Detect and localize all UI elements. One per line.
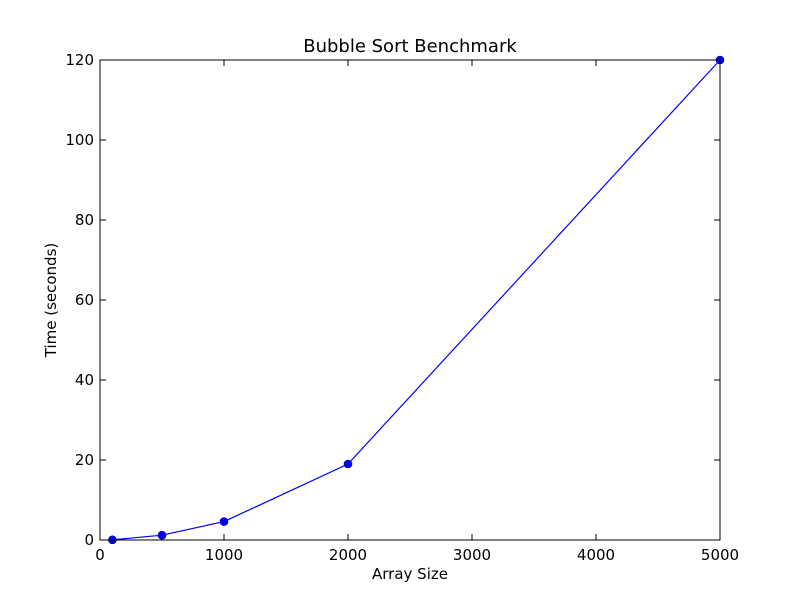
y-tick-label: 80 [75,211,94,229]
data-point [343,459,353,469]
plot-frame [99,59,721,541]
data-point [157,530,167,540]
chart-title: Bubble Sort Benchmark [303,36,517,57]
y-tick-label: 40 [75,371,94,389]
y-axis-label: Time (seconds) [42,243,60,359]
x-axis-label: Array Size [372,565,448,583]
x-tick-label: 5000 [701,546,739,564]
y-tick-label: 60 [75,291,94,309]
x-tick-label: 4000 [577,546,615,564]
y-tick-label: 0 [84,531,94,549]
series-line [112,59,721,541]
ticks: 0 1000 2000 3000 4000 5000 0 20 40 60 80 100 120 [65,51,739,564]
x-tick-label: 2000 [329,546,367,564]
y-tick-label: 120 [65,51,94,69]
y-tick-label: 100 [65,131,94,149]
series-layer [108,55,725,545]
x-tick-label: 3000 [453,546,491,564]
data-point [219,517,229,526]
y-tick-label: 20 [75,451,94,469]
x-tick-label: 1000 [205,546,243,564]
x-tick-label: 0 [95,546,105,564]
